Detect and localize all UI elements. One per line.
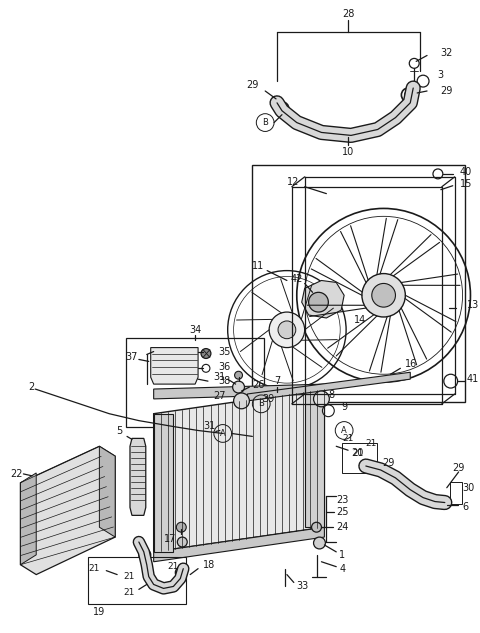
- Circle shape: [177, 537, 187, 547]
- Text: 23: 23: [336, 494, 348, 505]
- Circle shape: [362, 273, 405, 317]
- Polygon shape: [21, 473, 36, 565]
- Text: 22: 22: [11, 469, 23, 479]
- Text: 29: 29: [383, 458, 395, 468]
- Text: 30: 30: [463, 483, 475, 492]
- Text: 15: 15: [460, 179, 472, 189]
- Circle shape: [313, 537, 325, 549]
- Text: 13: 13: [467, 300, 479, 310]
- Text: 37: 37: [126, 353, 138, 363]
- Circle shape: [201, 349, 211, 358]
- Circle shape: [313, 391, 329, 407]
- Text: 27: 27: [213, 391, 226, 401]
- Text: B: B: [262, 118, 268, 127]
- Circle shape: [372, 284, 396, 307]
- Text: 11: 11: [252, 261, 264, 271]
- Text: 14: 14: [354, 315, 366, 325]
- Text: 1: 1: [339, 550, 345, 560]
- Text: 9: 9: [341, 402, 348, 412]
- Text: 29: 29: [453, 463, 465, 473]
- Text: 26: 26: [252, 380, 265, 390]
- Text: 21: 21: [168, 562, 179, 571]
- Bar: [252, 165, 465, 402]
- Bar: [126, 338, 264, 427]
- Text: 21: 21: [89, 564, 100, 573]
- Polygon shape: [154, 389, 324, 552]
- Polygon shape: [21, 446, 115, 575]
- Polygon shape: [154, 414, 173, 552]
- Polygon shape: [154, 527, 324, 561]
- Text: 25: 25: [336, 508, 349, 517]
- Polygon shape: [130, 439, 146, 515]
- Text: 32: 32: [440, 49, 452, 58]
- Text: 21: 21: [352, 449, 364, 458]
- Bar: [450, 482, 462, 503]
- Text: A: A: [341, 426, 347, 435]
- Text: 21: 21: [365, 439, 376, 448]
- Text: 38: 38: [218, 376, 230, 386]
- Text: 8: 8: [328, 390, 335, 400]
- Circle shape: [278, 321, 296, 339]
- Text: 4: 4: [339, 563, 345, 573]
- Text: 16: 16: [405, 360, 418, 370]
- Polygon shape: [305, 389, 324, 527]
- Text: 20: 20: [351, 448, 363, 458]
- Text: A: A: [220, 429, 226, 438]
- Text: 2: 2: [28, 382, 35, 392]
- Text: 21: 21: [123, 572, 135, 581]
- Text: 21: 21: [123, 588, 135, 597]
- Polygon shape: [247, 372, 410, 401]
- Text: 31: 31: [204, 420, 216, 430]
- Text: 3: 3: [437, 70, 443, 80]
- Circle shape: [269, 312, 305, 348]
- Text: 28: 28: [342, 9, 354, 19]
- Text: 5: 5: [116, 427, 122, 437]
- Text: 39: 39: [262, 394, 275, 404]
- Polygon shape: [151, 348, 198, 384]
- Text: B: B: [258, 399, 264, 408]
- Text: 12: 12: [287, 177, 299, 187]
- Bar: [87, 557, 186, 604]
- Circle shape: [235, 372, 242, 379]
- Text: 40: 40: [460, 167, 472, 177]
- Text: 29: 29: [440, 86, 452, 96]
- Text: 31: 31: [214, 372, 226, 382]
- Circle shape: [309, 292, 328, 312]
- Circle shape: [234, 393, 250, 409]
- Circle shape: [312, 522, 322, 532]
- Text: 36: 36: [218, 362, 230, 372]
- Text: 18: 18: [203, 560, 215, 570]
- Text: 19: 19: [93, 607, 106, 617]
- Text: 24: 24: [336, 522, 348, 532]
- Text: 10: 10: [342, 147, 354, 157]
- Text: 33: 33: [297, 582, 309, 591]
- Text: 29: 29: [246, 80, 259, 90]
- Text: 34: 34: [189, 325, 201, 335]
- Text: 42: 42: [290, 273, 303, 284]
- Polygon shape: [154, 384, 324, 399]
- Text: 21: 21: [342, 434, 354, 443]
- Text: 35: 35: [218, 346, 230, 356]
- Circle shape: [176, 522, 186, 532]
- Text: 41: 41: [467, 374, 479, 384]
- Text: 17: 17: [164, 534, 176, 544]
- Polygon shape: [302, 280, 344, 318]
- Polygon shape: [99, 446, 115, 537]
- Text: 6: 6: [463, 503, 468, 513]
- Circle shape: [233, 381, 244, 393]
- Bar: [342, 443, 377, 473]
- Text: 7: 7: [274, 376, 280, 386]
